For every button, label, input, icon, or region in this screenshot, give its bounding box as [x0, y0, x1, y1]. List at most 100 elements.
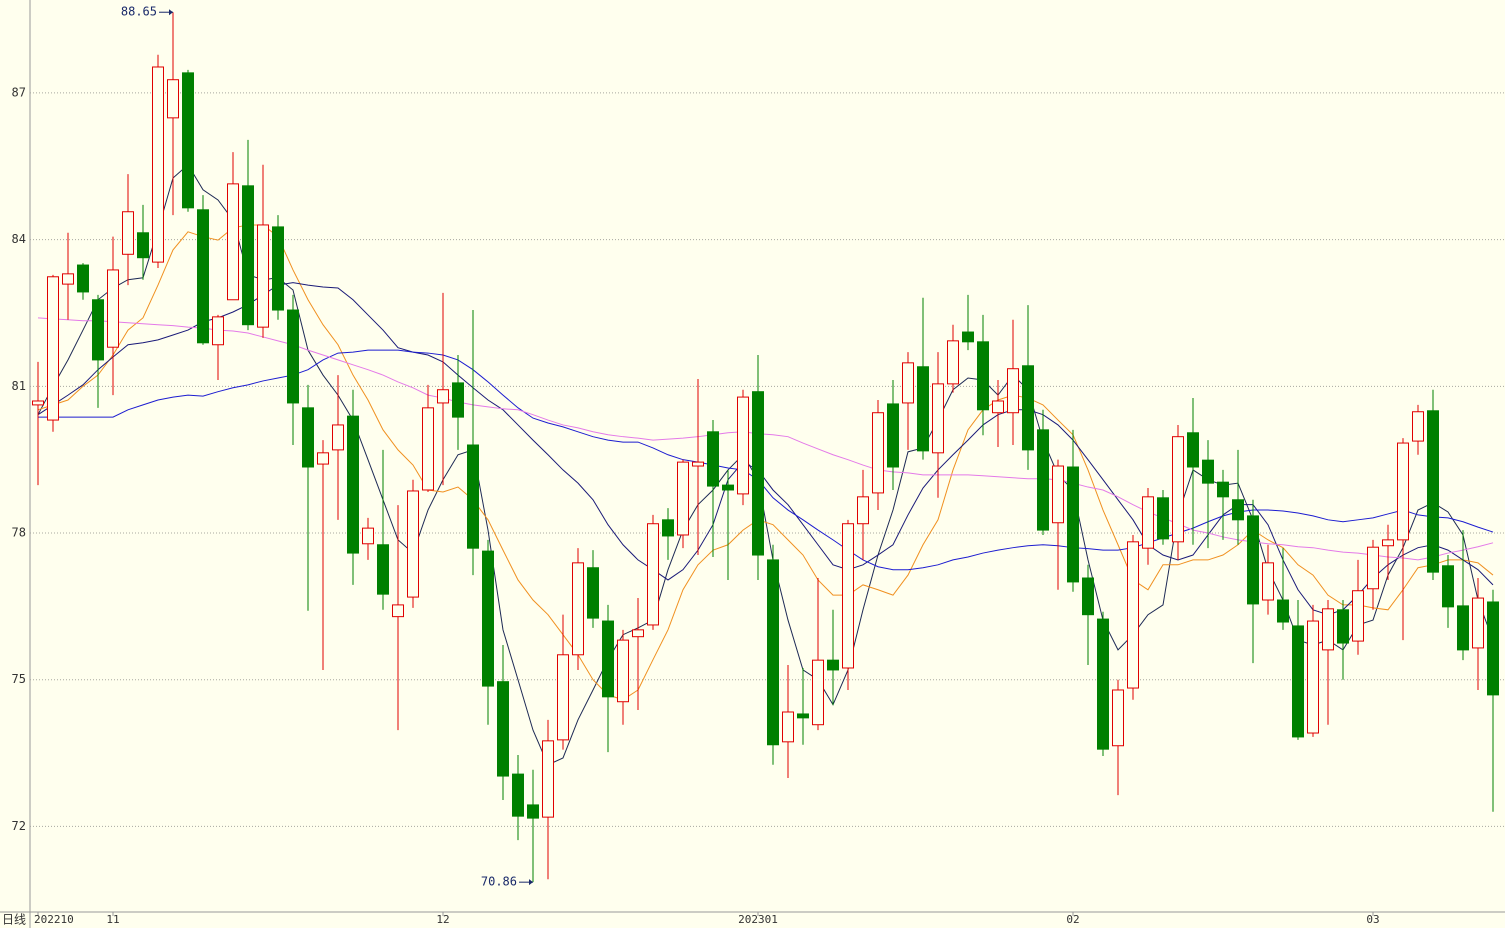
candle-body: [452, 382, 464, 418]
annotation-label: 88.65: [121, 5, 157, 19]
candle-body: [737, 396, 749, 495]
y-tick-label: 78: [12, 526, 26, 540]
candle-body: [1382, 539, 1394, 547]
candle-body: [767, 559, 779, 746]
candle-body: [182, 72, 194, 209]
x-tick-label: 202301: [738, 913, 778, 926]
candle-body: [287, 309, 299, 404]
candle-body: [407, 490, 419, 598]
candle-body: [572, 562, 584, 656]
candle-body: [1412, 411, 1424, 442]
candle-body: [707, 431, 719, 487]
x-tick-label: 11: [106, 913, 119, 926]
candle-body: [1472, 597, 1484, 649]
candle-body: [32, 400, 44, 406]
candle-body: [602, 620, 614, 698]
candle-body: [1232, 499, 1244, 521]
candle-body: [167, 79, 179, 119]
candle-body: [1337, 609, 1349, 644]
candle-body: [377, 544, 389, 595]
candle-body: [137, 232, 149, 259]
candle-body: [512, 773, 524, 817]
candle-body: [647, 523, 659, 626]
candle-body: [617, 639, 629, 703]
x-tick-label: 03: [1366, 913, 1379, 926]
candle-body: [662, 519, 674, 537]
candle-body: [272, 226, 284, 311]
candle-body: [797, 713, 809, 719]
candle-body: [842, 523, 854, 669]
candle-body: [227, 183, 239, 301]
candle-body: [752, 391, 764, 556]
candle-body: [992, 400, 1004, 414]
y-tick-label: 81: [12, 379, 26, 393]
candle-body: [467, 444, 479, 549]
y-tick-label: 72: [12, 819, 26, 833]
candle-body: [1292, 625, 1304, 738]
y-tick-label: 75: [12, 672, 26, 686]
candle-body: [1172, 436, 1184, 543]
candle-body: [1142, 496, 1154, 549]
candle-body: [872, 412, 884, 494]
candle-body: [242, 185, 254, 326]
annotation-arrowhead: [529, 879, 533, 886]
candle-body: [152, 66, 164, 263]
candle-body: [527, 804, 539, 819]
candle-body: [887, 403, 899, 468]
candle-body: [857, 496, 869, 525]
candle-body: [347, 415, 359, 554]
candle-body: [1322, 608, 1334, 651]
candle-body: [1247, 515, 1259, 605]
candle-body: [1442, 565, 1454, 608]
candle-body: [1217, 481, 1229, 498]
candle-body: [1352, 590, 1364, 642]
candle-body: [1427, 410, 1439, 573]
candle-body: [932, 383, 944, 454]
candle-body: [1007, 368, 1019, 414]
candle-body: [197, 209, 209, 344]
candle-body: [1307, 620, 1319, 734]
candle-body: [1037, 429, 1049, 531]
candle-body: [947, 340, 959, 385]
candle-body: [437, 389, 449, 404]
candle-body: [677, 461, 689, 536]
y-tick-label: 87: [12, 85, 26, 99]
candle-body: [1397, 442, 1409, 541]
candle-body: [317, 452, 329, 465]
x-tick-label: 02: [1066, 913, 1079, 926]
candle-body: [497, 681, 509, 777]
candle-body: [1202, 459, 1214, 484]
candle-body: [212, 316, 224, 346]
annotation-arrowhead: [169, 9, 173, 16]
candle-body: [122, 211, 134, 255]
candle-body: [362, 527, 374, 545]
candle-body: [107, 269, 119, 348]
candle-body: [1457, 605, 1469, 651]
candle-body: [977, 341, 989, 411]
candle-body: [692, 461, 704, 467]
candle-body: [542, 740, 554, 818]
candle-body: [632, 629, 644, 638]
x-tick-label: 202210: [34, 913, 74, 926]
candle-body: [47, 276, 59, 421]
candle-body: [302, 407, 314, 468]
candle-body: [917, 366, 929, 452]
candle-body: [587, 567, 599, 619]
candle-body: [1367, 546, 1379, 590]
candle-body: [422, 407, 434, 491]
ma-line: [38, 349, 1494, 571]
candle-body: [332, 424, 344, 451]
x-tick-label: 12: [436, 913, 449, 926]
candle-body: [1277, 599, 1289, 623]
candle-body: [257, 224, 269, 328]
candle-body: [722, 484, 734, 491]
candle-body: [1082, 577, 1094, 616]
y-tick-label: 84: [12, 232, 26, 246]
candle-body: [782, 711, 794, 743]
candle-body: [1022, 365, 1034, 451]
candle-body: [1097, 618, 1109, 750]
candle-body: [77, 264, 89, 293]
candle-body: [92, 299, 104, 361]
